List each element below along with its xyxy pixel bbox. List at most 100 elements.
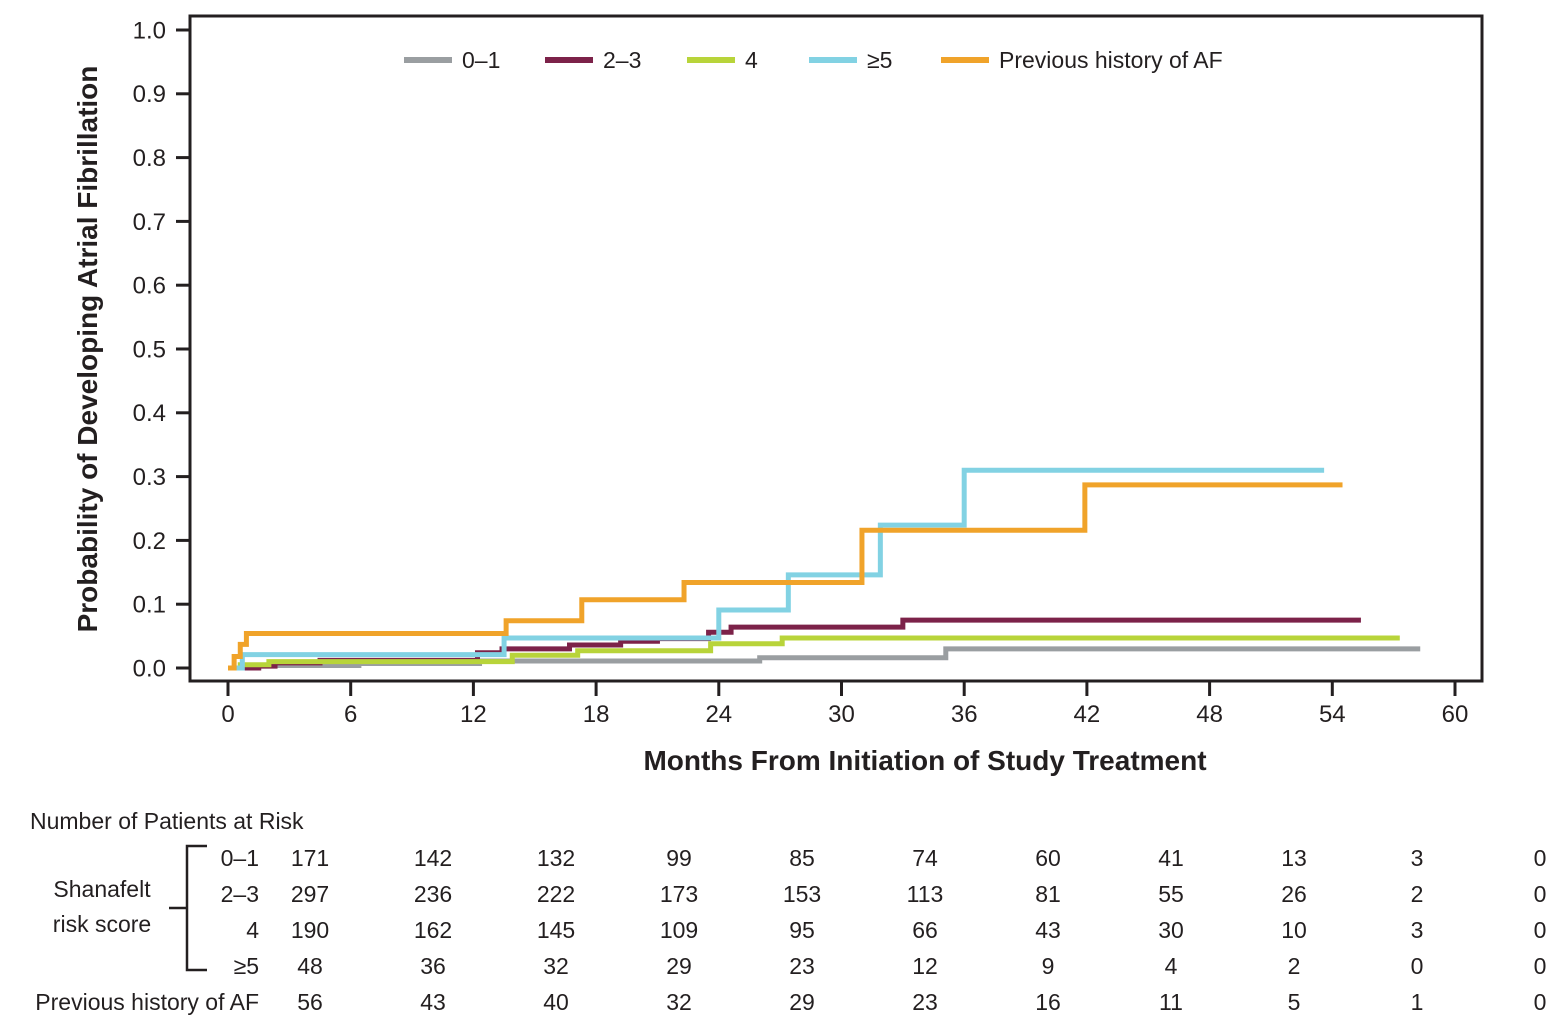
y-axis-title: Probability of Developing Atrial Fibrill…: [72, 66, 103, 633]
risk-cell-3-4: 23: [789, 953, 815, 979]
risk-cell-0-0: 171: [290, 845, 330, 871]
risk-cell-3-2: 32: [543, 953, 569, 979]
risk-cell-0-10: 0: [1533, 845, 1547, 871]
risk-cell-0-4: 85: [789, 845, 815, 871]
risk-cell-3-6: 9: [1041, 953, 1055, 979]
risk-cell-0-7: 41: [1158, 845, 1184, 871]
risk-group-label-line2: risk score: [52, 911, 152, 937]
y-tick-label: 0.3: [133, 464, 166, 491]
risk-cell-1-4: 153: [782, 881, 822, 907]
risk-cell-0-2: 132: [536, 845, 576, 871]
risk-cell-2-4: 95: [789, 917, 815, 943]
risk-cell-3-8: 2: [1287, 953, 1301, 979]
risk-group-label-line1: Shanafelt: [53, 876, 151, 902]
risk-cell-1-2: 222: [536, 881, 576, 907]
risk-cell-4-9: 1: [1410, 989, 1424, 1015]
risk-cell-4-3: 32: [666, 989, 692, 1015]
risk-cell-3-5: 12: [912, 953, 938, 979]
risk-cell-2-7: 30: [1158, 917, 1184, 943]
x-tick-label: 0: [221, 701, 234, 728]
x-tick-label: 24: [705, 701, 732, 728]
legend-label-0: 0–1: [462, 47, 500, 73]
risk-group-label: Shanafelt risk score: [17, 872, 187, 942]
y-tick-label: 0.2: [133, 528, 166, 555]
risk-cell-1-7: 55: [1158, 881, 1184, 907]
risk-cell-1-6: 81: [1035, 881, 1061, 907]
risk-cell-4-0: 56: [297, 989, 323, 1015]
risk-cell-1-9: 2: [1410, 881, 1424, 907]
legend-label-4: Previous history of AF: [999, 47, 1223, 73]
series-lines: [228, 467, 1421, 671]
x-tick-label: 48: [1196, 701, 1223, 728]
risk-cell-3-1: 36: [420, 953, 446, 979]
risk-cell-3-3: 29: [666, 953, 692, 979]
legend-label-2: 4: [745, 47, 758, 73]
risk-cell-0-8: 13: [1281, 845, 1307, 871]
risk-cell-1-3: 173: [659, 881, 699, 907]
risk-cell-1-8: 26: [1281, 881, 1307, 907]
risk-cell-1-10: 0: [1533, 881, 1547, 907]
y-tick-label: 0.0: [133, 655, 166, 682]
risk-cell-2-2: 145: [536, 917, 576, 943]
x-tick-label: 36: [951, 701, 978, 728]
risk-cell-2-5: 66: [912, 917, 938, 943]
x-tick-label: 18: [583, 701, 610, 728]
risk-row-label-3: ≥5: [233, 953, 259, 979]
risk-cell-3-7: 4: [1164, 953, 1178, 979]
x-tick-label: 60: [1442, 701, 1469, 728]
x-axis-title: Months From Initiation of Study Treatmen…: [643, 745, 1206, 776]
x-tick-label: 54: [1319, 701, 1346, 728]
y-tick-label: 0.1: [133, 592, 166, 619]
y-tick-label: 0.5: [133, 336, 166, 363]
risk-cell-4-4: 29: [789, 989, 815, 1015]
risk-cell-0-6: 60: [1035, 845, 1061, 871]
risk-cell-2-8: 10: [1281, 917, 1307, 943]
risk-row-label-4: Previous history of AF: [35, 989, 259, 1015]
y-axis-ticks: 0.0 0.1 0.2 0.3 0.4 0.5 0.6 0.7 0.8 0.9 1.0: [133, 17, 190, 682]
series-line-4: [228, 482, 1343, 671]
series-line-2: [228, 635, 1400, 671]
x-tick-label: 30: [828, 701, 855, 728]
risk-cell-2-1: 162: [413, 917, 453, 943]
x-tick-label: 6: [344, 701, 357, 728]
risk-cell-3-10: 0: [1533, 953, 1547, 979]
risk-cell-4-1: 43: [420, 989, 446, 1015]
risk-group-bracket: [169, 844, 207, 972]
risk-table-title: Number of Patients at Risk: [30, 808, 304, 834]
risk-cell-2-6: 43: [1035, 917, 1061, 943]
risk-cell-2-9: 3: [1410, 917, 1424, 943]
risk-cell-4-10: 0: [1533, 989, 1547, 1015]
risk-cell-4-7: 11: [1159, 989, 1183, 1015]
risk-cell-4-8: 5: [1287, 989, 1301, 1015]
risk-cell-0-5: 74: [912, 845, 938, 871]
legend: 0–1 2–3 4 ≥5 Previous history of AF: [404, 47, 1223, 73]
legend-label-3: ≥5: [867, 47, 892, 73]
y-tick-label: 0.7: [133, 209, 166, 236]
y-tick-label: 0.4: [133, 400, 166, 427]
km-chart: 0.0 0.1 0.2 0.3 0.4 0.5 0.6 0.7 0.8 0.9 1.0 0 6 12 18…: [72, 14, 1484, 776]
risk-cell-4-5: 23: [912, 989, 938, 1015]
risk-cell-0-9: 3: [1410, 845, 1424, 871]
risk-row-label-1: 2–3: [220, 881, 259, 907]
risk-cell-1-5: 113: [906, 881, 944, 907]
risk-cell-4-6: 16: [1035, 989, 1061, 1015]
y-tick-label: 0.6: [133, 273, 166, 300]
risk-row-label-0: 0–1: [220, 845, 259, 871]
y-tick-label: 0.9: [133, 81, 166, 108]
legend-label-1: 2–3: [603, 47, 641, 73]
risk-cell-1-0: 297: [290, 881, 330, 907]
risk-cell-0-3: 99: [666, 845, 692, 871]
x-tick-label: 12: [460, 701, 487, 728]
x-axis-ticks: 0 6 12 18 24 30 36 42 48 54 60: [221, 681, 1468, 728]
risk-cell-0-1: 142: [413, 845, 453, 871]
x-tick-label: 42: [1074, 701, 1101, 728]
risk-cell-2-3: 109: [659, 917, 699, 943]
series-line-3: [228, 467, 1325, 671]
risk-cell-3-0: 48: [297, 953, 323, 979]
risk-cell-1-1: 236: [413, 881, 453, 907]
y-tick-label: 1.0: [133, 17, 166, 44]
risk-cell-2-0: 190: [290, 917, 330, 943]
risk-cell-2-10: 0: [1533, 917, 1547, 943]
risk-cell-4-2: 40: [543, 989, 569, 1015]
